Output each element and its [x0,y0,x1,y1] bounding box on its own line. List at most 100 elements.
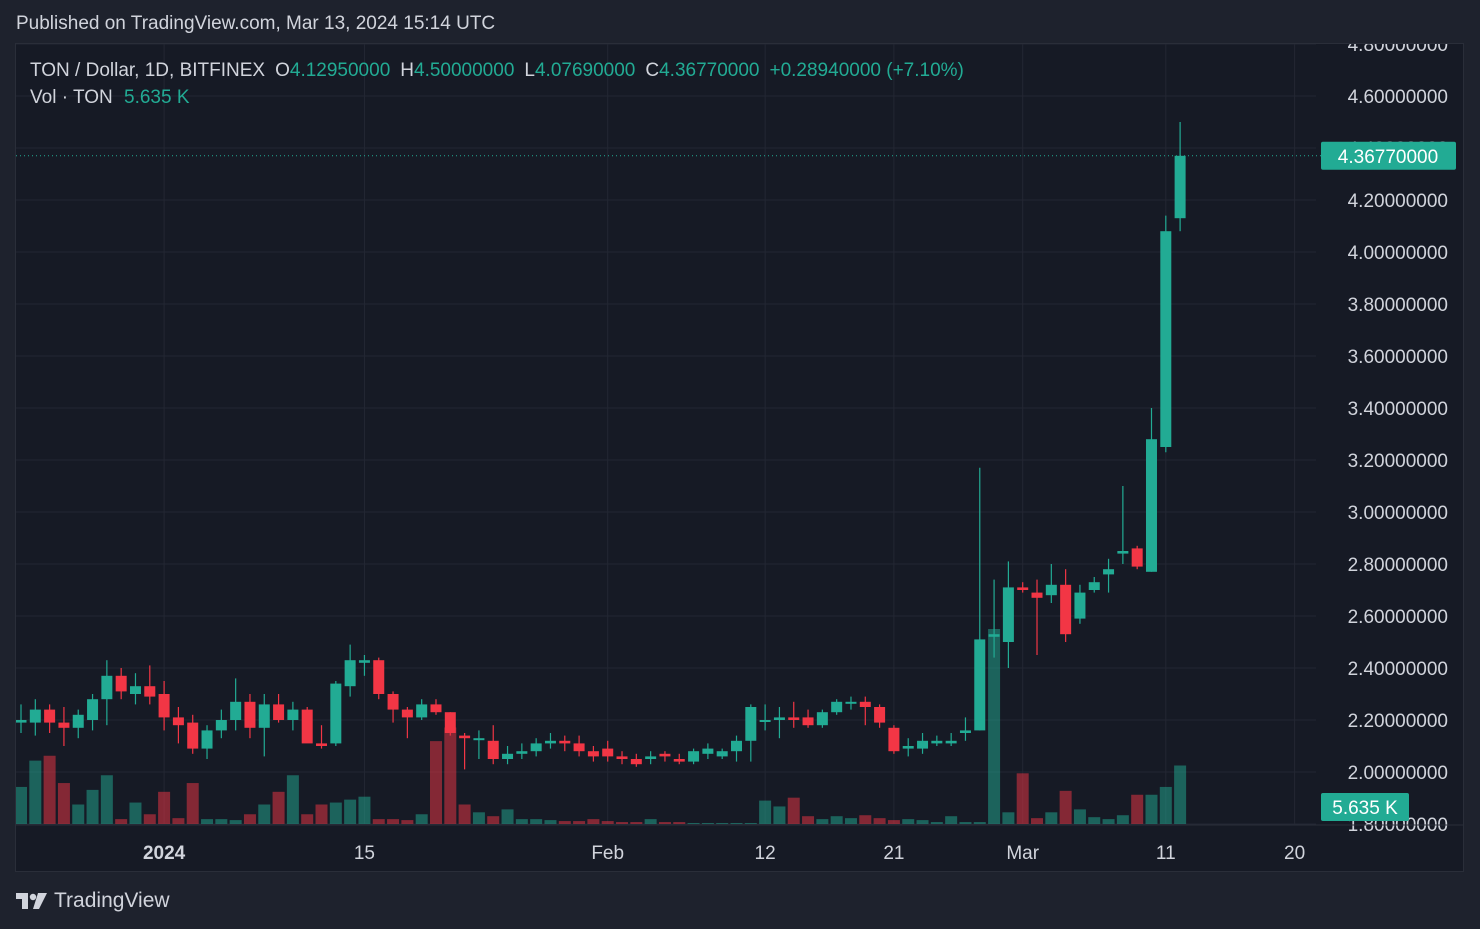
candle-body [1160,231,1172,447]
candle-body [115,675,127,692]
volume-bar [372,819,385,824]
low-value: 4.07690000 [534,60,636,81]
volume-bar [816,819,829,824]
volume-bar [100,775,113,824]
volume-bar [701,823,714,824]
x-tick-label: Mar [1006,843,1039,864]
candle-body [859,701,871,707]
volume-bar [859,815,872,824]
volume-bar [1159,786,1172,824]
candle-body [831,701,843,713]
volume-bar [286,775,299,824]
volume-bar [358,796,371,824]
published-caption: Published on TradingView.com, Mar 13, 20… [16,13,496,34]
candle-body [16,720,27,723]
candle-body [1088,582,1100,590]
candle-body [444,712,456,733]
candle-body [974,639,986,731]
volume-bar [1102,819,1115,824]
candle-body [802,717,814,726]
volume-bar [844,818,857,824]
volume-bar [243,814,256,824]
chart-pane[interactable]: 4.800000004.600000004.400000004.20000000… [15,43,1464,872]
close-value: 4.36770000 [659,60,760,81]
x-tick-label: 21 [883,843,904,864]
candle-body [301,709,313,744]
volume-bar [344,799,357,824]
volume-bar [86,789,99,824]
x-tick-label: Feb [591,843,624,864]
candle-body [816,712,828,726]
volume-bar [730,823,743,824]
candle-body [530,743,542,752]
volume-bar [787,797,800,824]
volume-bar [530,819,543,824]
tradingview-logo-icon [16,893,47,909]
candle-body [87,699,99,720]
tradingview-logo[interactable]: TradingView [16,889,170,913]
candle-body [358,660,370,663]
y-tick-label: 2.00000000 [1348,763,1448,784]
volume-bar [544,820,557,824]
candle-body [516,751,528,754]
candle-body [773,717,785,720]
open-label: O [275,60,290,81]
candle-body [387,694,399,710]
candle-body [702,748,714,754]
volume-bar [258,804,271,824]
volume-bar [1131,794,1144,824]
candle-body [1074,592,1086,619]
candle-body [244,701,256,728]
volume-bar [16,786,27,824]
candle-body [72,714,84,728]
volume-bar [759,800,772,824]
candle-body [273,704,285,720]
volume-bar [129,802,142,824]
candle-body [430,704,442,713]
candle-body [187,722,199,749]
volume-bar [29,760,42,824]
candle-body [373,660,385,694]
volume-bar [616,822,629,824]
symbol-label[interactable]: TON / Dollar, 1D, BITFINEX [30,60,266,81]
candle-body [101,675,113,700]
candle-body [931,740,943,744]
candle-body [316,743,328,746]
volume-bar [115,819,128,824]
y-tick-label: 2.40000000 [1348,659,1448,680]
volume-bar [1145,794,1158,824]
price-chart[interactable]: 4.800000004.600000004.400000004.20000000… [16,44,1463,871]
volume-bar [601,821,614,824]
volume-bar [1174,765,1187,824]
candle-body [1017,587,1029,590]
volume-bar [959,822,972,824]
chart-legend: TON / Dollar, 1D, BITFINEX O4.12950000 H4.… [30,57,974,111]
x-tick-label: 2024 [143,843,186,864]
tradingview-logo-text: TradingView [54,889,170,912]
volume-bar [802,816,815,824]
volume-bar [329,802,342,824]
candle-body [559,740,571,744]
volume-bar [201,819,214,824]
volume-bar [716,823,729,824]
candle-body [344,660,356,687]
y-tick-label: 2.80000000 [1348,555,1448,576]
volume-bar [458,804,471,824]
volume-bar [301,814,314,824]
candle-body [759,720,771,722]
low-label: L [524,60,535,81]
volume-label[interactable]: Vol · TON [30,87,113,108]
volume-bar [916,820,929,824]
candle-body [959,730,971,733]
volume-bar [515,819,528,824]
candle-body [29,709,41,723]
volume-bar [902,819,915,824]
candle-body [788,717,800,720]
last-price-tag [1321,141,1456,170]
candle-body [917,740,929,749]
volume-bar [973,822,986,824]
volume-bar [1088,817,1101,824]
volume-bar [315,804,328,824]
last-price-label: 4.36770000 [1338,147,1438,168]
volume-row: Vol · TON 5.635 K [30,84,974,111]
